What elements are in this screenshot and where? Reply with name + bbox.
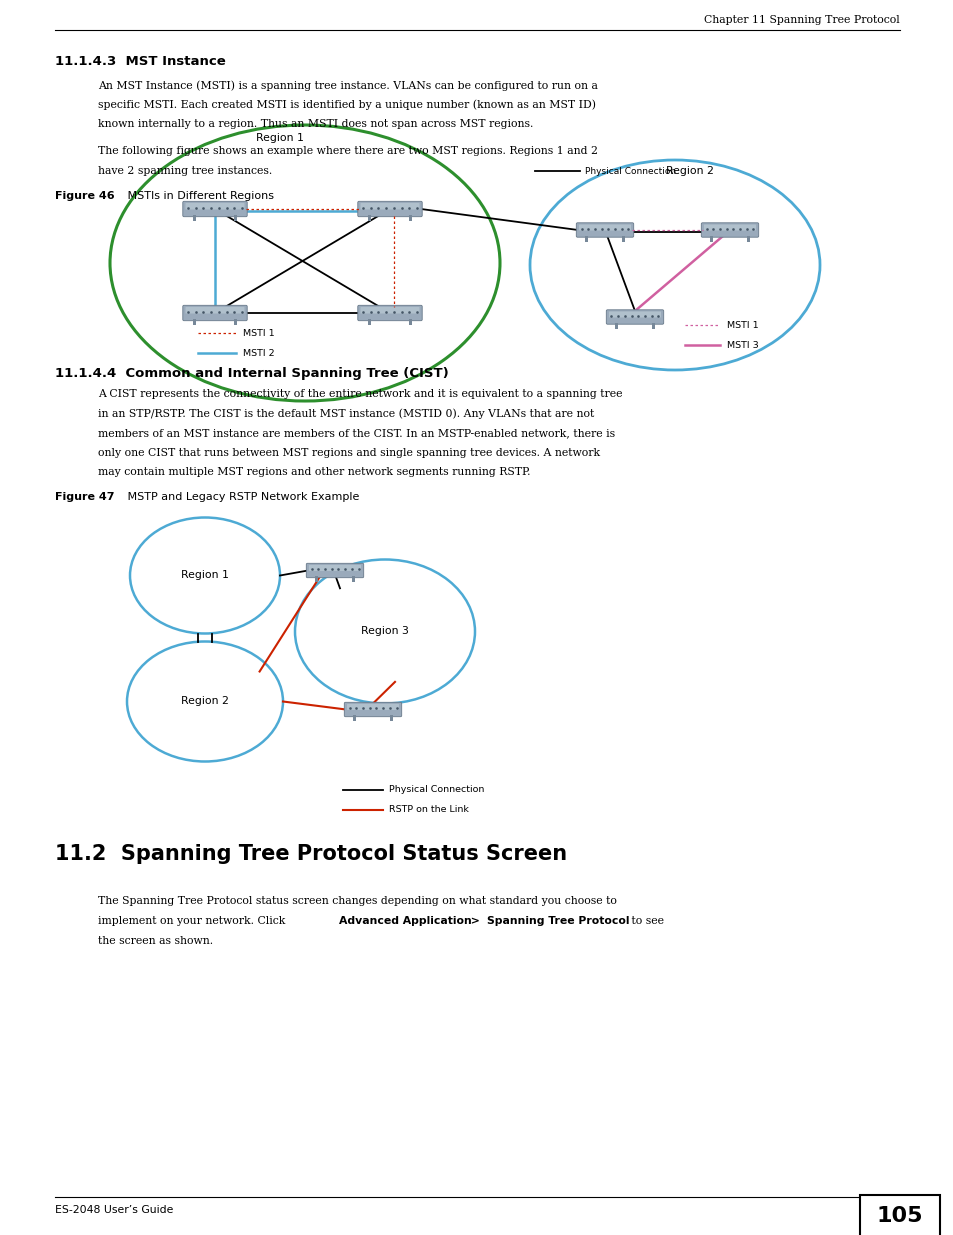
Bar [354, 715, 355, 721]
Text: have 2 spanning tree instances.: have 2 spanning tree instances. [98, 165, 272, 177]
Text: Region 2: Region 2 [181, 697, 229, 706]
FancyBboxPatch shape [309, 564, 360, 571]
Text: implement on your network. Click: implement on your network. Click [98, 916, 289, 926]
FancyBboxPatch shape [360, 308, 419, 314]
Text: MSTP and Legacy RSTP Network Example: MSTP and Legacy RSTP Network Example [117, 492, 359, 501]
Text: >: > [467, 916, 483, 926]
Text: 11.1.4.3  MST Instance: 11.1.4.3 MST Instance [55, 56, 226, 68]
Bar [368, 320, 370, 325]
Text: MSTIs in Different Regions: MSTIs in Different Regions [117, 190, 274, 200]
Text: An MST Instance (MSTI) is a spanning tree instance. VLANs can be configured to r: An MST Instance (MSTI) is a spanning tre… [98, 80, 598, 90]
Text: MSTI 1: MSTI 1 [726, 321, 758, 330]
Text: Physical Connection: Physical Connection [584, 167, 676, 175]
FancyBboxPatch shape [183, 201, 247, 216]
FancyBboxPatch shape [357, 305, 422, 321]
Text: The following figure shows an example where there are two MST regions. Regions 1: The following figure shows an example wh… [98, 147, 598, 157]
Text: 11.2  Spanning Tree Protocol Status Screen: 11.2 Spanning Tree Protocol Status Scree… [55, 845, 566, 864]
FancyBboxPatch shape [703, 225, 755, 231]
Text: Region 2: Region 2 [665, 165, 713, 177]
FancyBboxPatch shape [183, 305, 247, 321]
Text: RSTP on the Link: RSTP on the Link [389, 805, 468, 814]
Bar [585, 236, 587, 242]
Bar [621, 236, 624, 242]
Text: MSTI 2: MSTI 2 [243, 348, 274, 357]
Text: Region 1: Region 1 [255, 133, 304, 143]
Text: Physical Connection: Physical Connection [389, 785, 484, 794]
Text: to see: to see [627, 916, 663, 926]
Text: Chapter 11 Spanning Tree Protocol: Chapter 11 Spanning Tree Protocol [703, 15, 899, 25]
Bar [409, 320, 412, 325]
Text: MSTI 1: MSTI 1 [243, 329, 274, 337]
Bar [710, 236, 712, 242]
Text: may contain multiple MST regions and other network segments running RSTP.: may contain multiple MST regions and oth… [98, 467, 530, 477]
FancyBboxPatch shape [185, 203, 244, 210]
Bar [352, 577, 355, 582]
FancyBboxPatch shape [360, 203, 419, 210]
Text: 11.1.4.4  Common and Internal Spanning Tree (CIST): 11.1.4.4 Common and Internal Spanning Tr… [55, 367, 448, 380]
Bar [234, 215, 236, 221]
Text: Figure 47: Figure 47 [55, 492, 114, 501]
FancyBboxPatch shape [700, 222, 758, 237]
FancyBboxPatch shape [357, 201, 422, 216]
FancyBboxPatch shape [347, 704, 398, 710]
Bar [368, 215, 370, 221]
Text: Region 3: Region 3 [360, 626, 409, 636]
FancyBboxPatch shape [185, 308, 244, 314]
Text: in an STP/RSTP. The CIST is the default MST instance (MSTID 0). Any VLANs that a: in an STP/RSTP. The CIST is the default … [98, 409, 594, 419]
Text: known internally to a region. Thus an MSTI does not span across MST regions.: known internally to a region. Thus an MS… [98, 119, 533, 128]
Text: Spanning Tree Protocol: Spanning Tree Protocol [486, 916, 628, 926]
Text: only one CIST that runs between MST regions and single spanning tree devices. A : only one CIST that runs between MST regi… [98, 447, 599, 457]
FancyBboxPatch shape [306, 563, 363, 578]
Text: specific MSTI. Each created MSTI is identified by a unique number (known as an M: specific MSTI. Each created MSTI is iden… [98, 100, 596, 110]
Text: Region 1: Region 1 [181, 571, 229, 580]
Text: the screen as shown.: the screen as shown. [98, 935, 213, 946]
Bar [746, 236, 749, 242]
Bar [652, 322, 654, 329]
FancyBboxPatch shape [578, 225, 630, 231]
FancyBboxPatch shape [608, 311, 660, 317]
FancyBboxPatch shape [606, 310, 663, 325]
Bar [390, 715, 392, 721]
FancyBboxPatch shape [859, 1195, 939, 1235]
Text: A CIST represents the connectivity of the entire network and it is equivalent to: A CIST represents the connectivity of th… [98, 389, 622, 399]
Text: Figure 46: Figure 46 [55, 190, 114, 200]
Bar [193, 320, 195, 325]
FancyBboxPatch shape [576, 222, 633, 237]
Text: The Spanning Tree Protocol status screen changes depending on what standard you : The Spanning Tree Protocol status screen… [98, 897, 617, 906]
Bar [234, 320, 236, 325]
Bar [409, 215, 412, 221]
Bar [193, 215, 195, 221]
Text: MSTI 3: MSTI 3 [726, 341, 758, 350]
Text: ES-2048 User’s Guide: ES-2048 User’s Guide [55, 1205, 173, 1215]
Text: Advanced Application: Advanced Application [338, 916, 471, 926]
Text: members of an MST instance are members of the CIST. In an MSTP-enabled network, : members of an MST instance are members o… [98, 429, 615, 438]
Text: 105: 105 [876, 1207, 923, 1226]
Bar [615, 322, 618, 329]
Bar [315, 577, 317, 582]
FancyBboxPatch shape [344, 703, 401, 716]
